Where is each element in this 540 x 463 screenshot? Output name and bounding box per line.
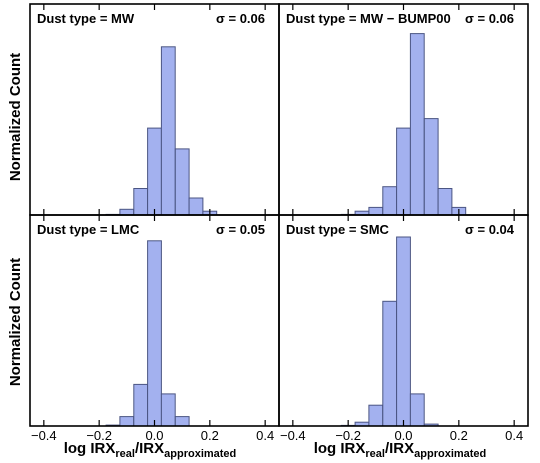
histogram-bar xyxy=(133,383,149,427)
x-tick-label: 0.2 xyxy=(201,428,219,443)
x-tick-label: −0.2 xyxy=(86,428,112,443)
histogram-bar xyxy=(147,127,162,216)
histogram-bar xyxy=(147,240,162,427)
histogram-bar xyxy=(174,416,190,427)
panel-mw: Dust type = MW σ = 0.06 xyxy=(29,3,280,216)
histogram-bar xyxy=(382,300,398,427)
histogram-bar xyxy=(160,46,176,216)
histogram-bar xyxy=(368,206,384,216)
x-tick-label: −0.4 xyxy=(280,428,306,443)
panel-mw-bump00: Dust type = MW − BUMP00 σ = 0.06 xyxy=(278,3,529,216)
x-tick-label: −0.4 xyxy=(31,428,57,443)
histogram-bar xyxy=(133,188,149,216)
dust-type-label: Dust type = SMC xyxy=(286,222,390,237)
x-tick-label: −0.2 xyxy=(335,428,361,443)
x-tick-label: 0.0 xyxy=(145,428,163,443)
x-tick-label: 0.4 xyxy=(505,428,523,443)
sigma-label: σ = 0.06 xyxy=(465,11,514,26)
dust-type-label: Dust type = MW xyxy=(37,11,135,26)
histogram-bar xyxy=(423,118,439,216)
histogram-bar xyxy=(188,197,204,216)
panel-lmc: −0.4 −0.2 0.0 0.2 0.4 Dust type = LMC σ = 0.05 xyxy=(29,214,280,443)
xlabel-right: log IRXreal/IRXapproximated xyxy=(314,440,487,460)
sigma-label: σ = 0.05 xyxy=(216,222,265,237)
histogram-bar xyxy=(409,33,425,216)
histogram-bar xyxy=(409,393,425,427)
sigma-label: σ = 0.06 xyxy=(216,11,265,26)
histogram-bar xyxy=(368,404,384,427)
histogram-bar xyxy=(437,188,453,216)
histogram-bar xyxy=(396,127,411,216)
histogram-bar xyxy=(119,416,135,427)
histogram-bar xyxy=(396,236,411,427)
dust-type-label: Dust type = LMC xyxy=(37,222,140,237)
xlabel-left: log IRXreal/IRXapproximated xyxy=(64,440,237,460)
x-tick-label: 0.4 xyxy=(256,428,274,443)
histogram-bar xyxy=(160,393,176,427)
ylabel-bottom: Normalized Count xyxy=(7,258,24,386)
histogram-bar xyxy=(382,186,398,216)
sigma-label: σ = 0.04 xyxy=(465,222,515,237)
histogram-bar xyxy=(174,148,190,216)
dust-type-label: Dust type = MW − BUMP00 xyxy=(286,11,451,26)
histogram-bar xyxy=(119,208,135,216)
panel-smc: −0.4 −0.2 0.0 0.2 0.4 Dust type = SMC σ = 0.04 xyxy=(278,214,529,443)
x-tick-label: 0.2 xyxy=(450,428,468,443)
x-tick-label: 0.0 xyxy=(394,428,412,443)
ylabel-top: Normalized Count xyxy=(7,53,24,181)
